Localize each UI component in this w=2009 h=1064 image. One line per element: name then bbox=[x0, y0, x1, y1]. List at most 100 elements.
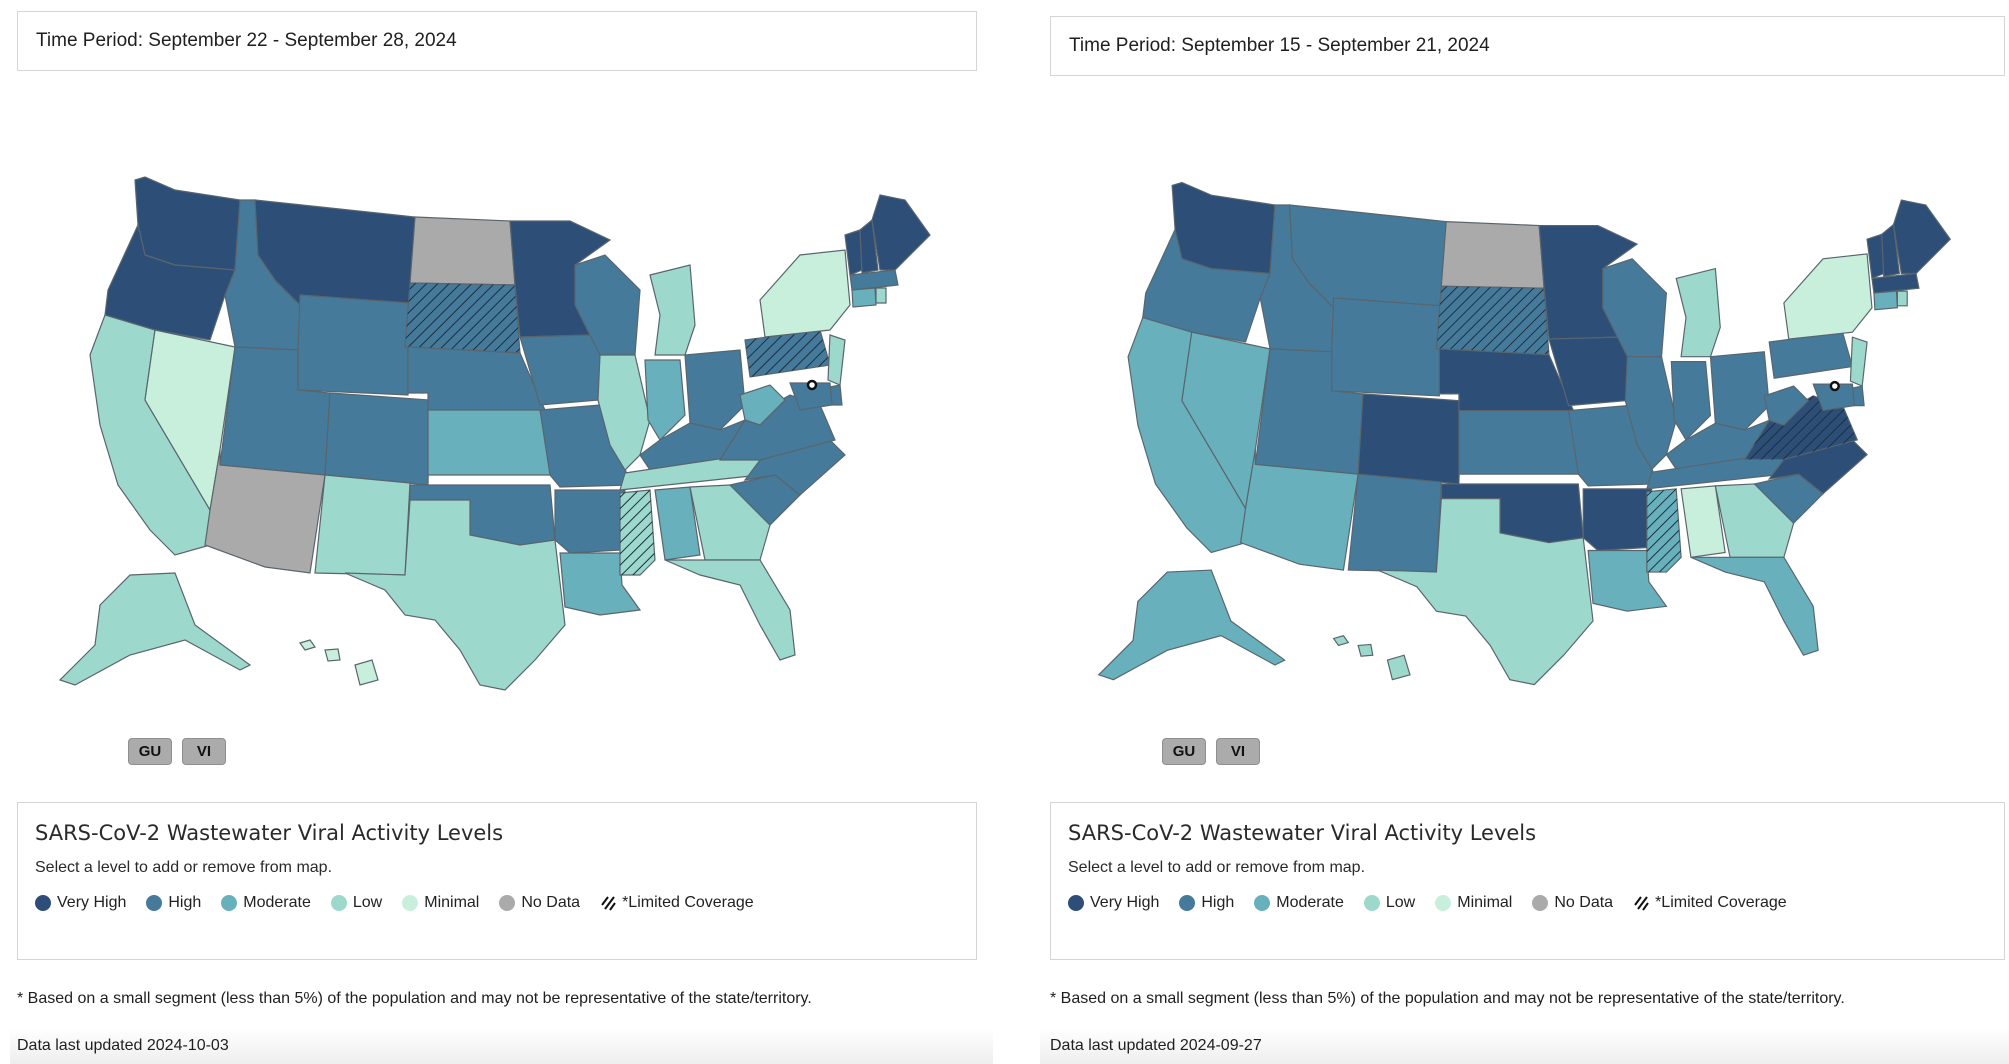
state-nd[interactable] bbox=[1440, 221, 1545, 289]
state-ne[interactable] bbox=[1438, 348, 1575, 412]
state-ny[interactable] bbox=[1783, 253, 1873, 340]
state-co[interactable] bbox=[1357, 393, 1462, 485]
territory-button-gu[interactable]: GU bbox=[1162, 738, 1206, 765]
legend-swatch-icon bbox=[330, 895, 347, 911]
legend-swatch-icon bbox=[221, 895, 238, 911]
data-updated-label: Data last updated 2024-10-03 bbox=[17, 1037, 229, 1054]
state-ms[interactable] bbox=[619, 489, 656, 576]
state-or[interactable] bbox=[1142, 227, 1271, 343]
state-hi[interactable] bbox=[299, 639, 379, 686]
state-nj[interactable] bbox=[827, 334, 846, 386]
legend-item-very-high[interactable]: Very High bbox=[35, 894, 126, 912]
state-az[interactable] bbox=[204, 449, 326, 574]
state-in[interactable] bbox=[644, 359, 686, 441]
legend-swatch-icon bbox=[499, 895, 516, 911]
state-nm[interactable] bbox=[314, 474, 411, 576]
state-ri[interactable] bbox=[1896, 290, 1908, 307]
legend-title: SARS-CoV-2 Wastewater Viral Activity Lev… bbox=[35, 821, 504, 845]
legend-item-minimal[interactable]: Minimal bbox=[402, 894, 479, 912]
state-vt[interactable] bbox=[1866, 233, 1885, 280]
territory-button-vi[interactable]: VI bbox=[1216, 738, 1260, 765]
dc-marker[interactable] bbox=[1829, 380, 1840, 392]
state-or[interactable] bbox=[104, 223, 236, 341]
state-nd[interactable] bbox=[409, 216, 516, 286]
state-tx[interactable] bbox=[344, 499, 566, 691]
state-in[interactable] bbox=[1670, 361, 1712, 441]
state-wy[interactable] bbox=[297, 294, 411, 396]
time-period-label: Time Period: September 22 - September 28… bbox=[36, 30, 457, 51]
state-ak[interactable] bbox=[1097, 569, 1286, 681]
state-ks[interactable] bbox=[1458, 409, 1579, 475]
state-al[interactable] bbox=[654, 486, 701, 561]
state-sd[interactable] bbox=[404, 282, 521, 354]
state-nh[interactable] bbox=[1881, 223, 1901, 278]
state-ma[interactable] bbox=[1871, 272, 1920, 294]
state-me[interactable] bbox=[1892, 199, 1952, 275]
state-wv[interactable] bbox=[739, 384, 786, 426]
legend-item-limited[interactable]: *Limited Coverage bbox=[600, 894, 754, 912]
state-mi[interactable] bbox=[1675, 267, 1721, 358]
map-panel-previous: Time Period: September 15 - September 21… bbox=[1040, 0, 2009, 1064]
state-ks[interactable] bbox=[427, 409, 551, 476]
state-ar[interactable] bbox=[554, 489, 626, 554]
state-ny[interactable] bbox=[759, 249, 851, 338]
state-vt[interactable] bbox=[844, 229, 863, 276]
state-ct[interactable] bbox=[1873, 290, 1899, 311]
legend-subtitle: Select a level to add or remove from map… bbox=[1068, 859, 1366, 876]
state-pa[interactable] bbox=[1768, 331, 1854, 379]
legend-item-high[interactable]: High bbox=[1179, 894, 1234, 912]
legend-item-very-high[interactable]: Very High bbox=[1068, 894, 1159, 912]
legend-subtitle: Select a level to add or remove from map… bbox=[35, 859, 333, 876]
legend-item-low[interactable]: Low bbox=[1363, 894, 1415, 912]
state-ga[interactable] bbox=[689, 484, 771, 561]
state-ma[interactable] bbox=[849, 269, 899, 291]
state-ga[interactable] bbox=[1714, 483, 1795, 558]
state-oh[interactable] bbox=[684, 349, 746, 431]
state-pa[interactable] bbox=[744, 329, 831, 378]
legend-swatch-icon bbox=[146, 895, 163, 911]
territory-buttons: GU VI bbox=[128, 738, 226, 765]
state-oh[interactable] bbox=[1709, 351, 1770, 431]
state-me[interactable] bbox=[871, 194, 931, 271]
state-ar[interactable] bbox=[1582, 488, 1653, 552]
legend-item-no-data[interactable]: No Data bbox=[1532, 894, 1613, 912]
territory-button-gu[interactable]: GU bbox=[128, 738, 172, 765]
time-period-header: Time Period: September 15 - September 21… bbox=[1050, 16, 2005, 76]
state-wa[interactable] bbox=[1171, 181, 1276, 275]
legend-item-label: *Limited Coverage bbox=[622, 894, 754, 911]
state-il[interactable] bbox=[597, 354, 651, 471]
legend-item-high[interactable]: High bbox=[146, 894, 201, 912]
state-ms[interactable] bbox=[1646, 488, 1682, 573]
state-co[interactable] bbox=[324, 392, 431, 486]
state-nj[interactable] bbox=[1849, 336, 1868, 387]
state-fl[interactable] bbox=[664, 559, 796, 661]
state-nh[interactable] bbox=[859, 218, 879, 274]
legend-item-no-data[interactable]: No Data bbox=[499, 894, 580, 912]
state-hi[interactable] bbox=[1332, 634, 1411, 681]
dc-marker[interactable] bbox=[806, 379, 818, 391]
legend-item-limited[interactable]: *Limited Coverage bbox=[1633, 894, 1787, 912]
legend-item-moderate[interactable]: Moderate bbox=[1254, 894, 1344, 912]
state-fl[interactable] bbox=[1690, 556, 1819, 656]
state-wv[interactable] bbox=[1763, 385, 1810, 426]
state-mi[interactable] bbox=[649, 264, 696, 356]
state-nm[interactable] bbox=[1347, 473, 1442, 573]
legend-item-minimal[interactable]: Minimal bbox=[1435, 894, 1512, 912]
territory-button-vi[interactable]: VI bbox=[182, 738, 226, 765]
state-sd[interactable] bbox=[1435, 285, 1550, 356]
state-az[interactable] bbox=[1240, 449, 1359, 571]
state-ri[interactable] bbox=[875, 287, 887, 304]
state-il[interactable] bbox=[1624, 356, 1677, 471]
state-tx[interactable] bbox=[1377, 498, 1594, 686]
legend-swatch-icon bbox=[1532, 895, 1549, 911]
state-ct[interactable] bbox=[851, 287, 877, 308]
legend-item-low[interactable]: Low bbox=[330, 894, 382, 912]
state-ne[interactable] bbox=[407, 346, 546, 411]
legend-item-label: Moderate bbox=[1276, 894, 1344, 911]
state-ak[interactable] bbox=[58, 572, 252, 686]
state-wy[interactable] bbox=[1331, 297, 1442, 397]
state-al[interactable] bbox=[1680, 485, 1726, 559]
state-wa[interactable] bbox=[134, 176, 241, 271]
state-va[interactable] bbox=[718, 394, 836, 461]
legend-item-moderate[interactable]: Moderate bbox=[221, 894, 311, 912]
